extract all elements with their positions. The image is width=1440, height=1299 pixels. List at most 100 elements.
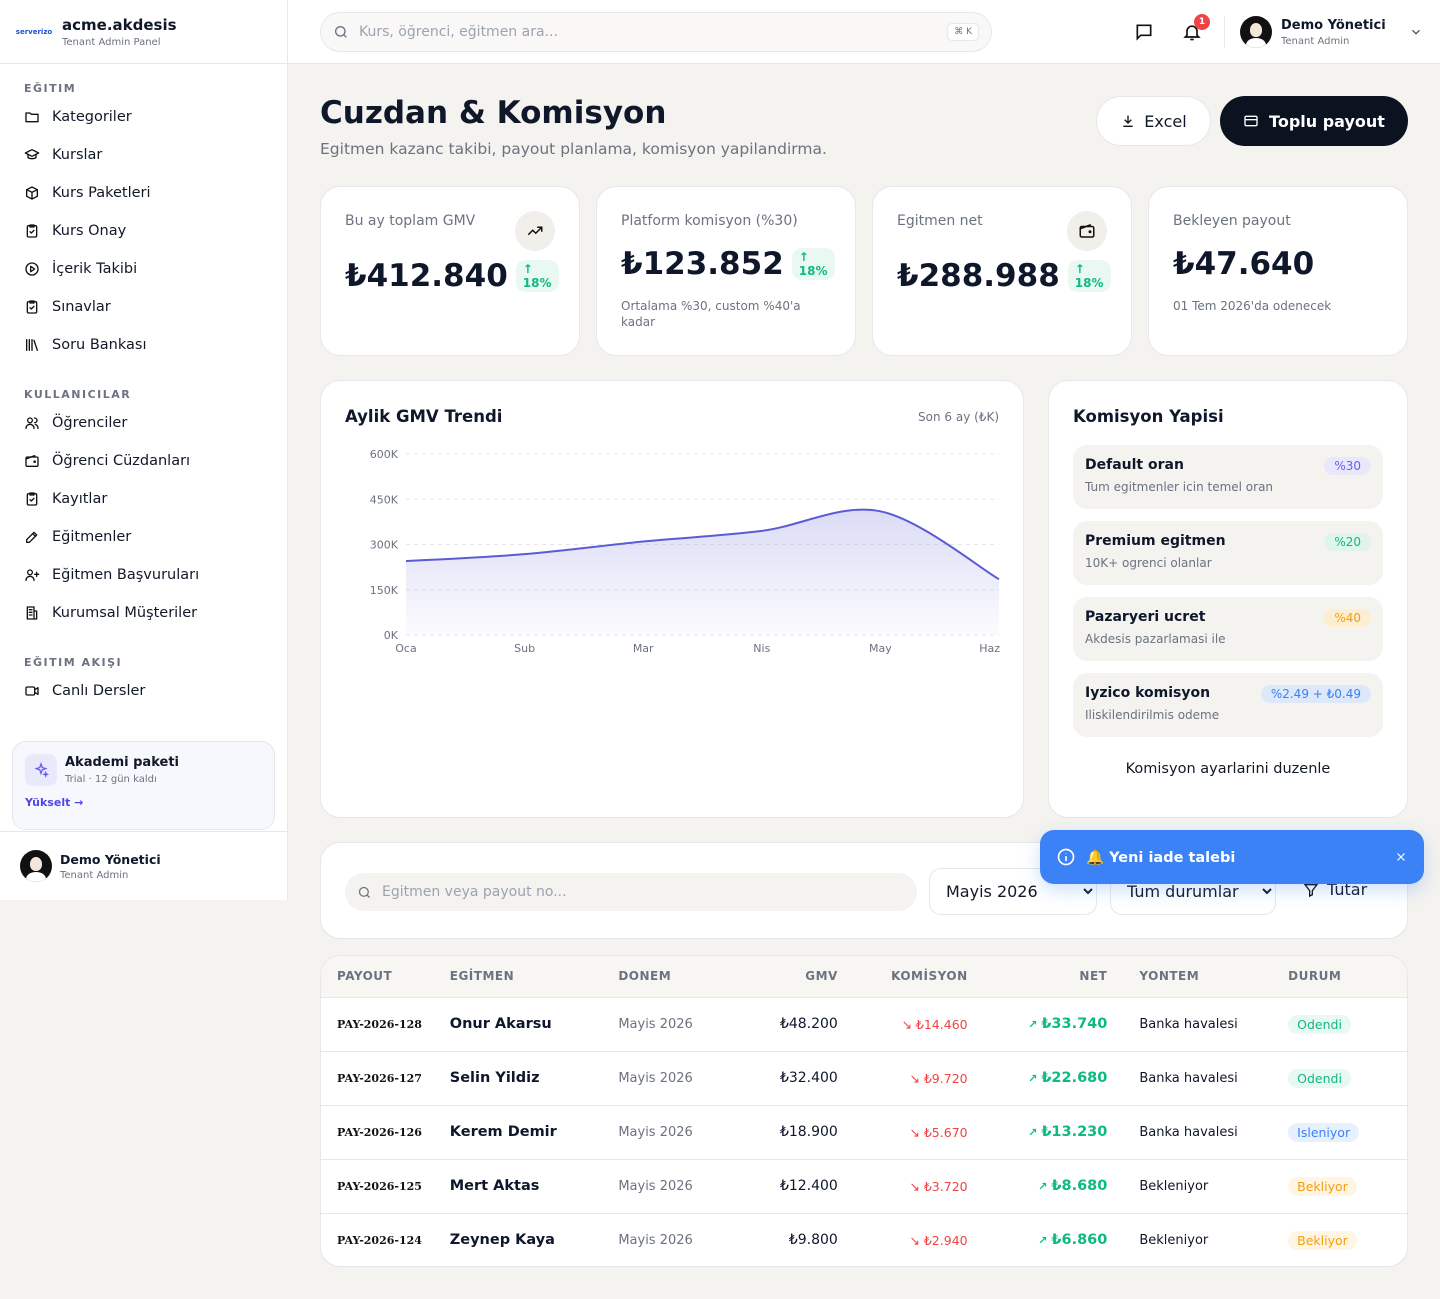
table-row[interactable]: PAY-2026-127 Selin Yildiz Mayis 2026 ₺32… [321, 1051, 1407, 1106]
arrow-up-right-icon: ↗ [1038, 1180, 1048, 1193]
col-header-payout[interactable]: PAYOUT [321, 956, 450, 998]
user-menu[interactable]: Demo Yönetici Tenant Admin [1240, 16, 1423, 48]
brand[interactable]: serverizo acme.akdesis Tenant Admin Pane… [0, 0, 287, 64]
payout-id: PAY-2026-126 [321, 1105, 450, 1160]
col-header-net[interactable]: NET [967, 956, 1108, 998]
net-amount: ↗ ₺22.680 [967, 1051, 1108, 1106]
col-header-gmv[interactable]: GMV [728, 956, 838, 998]
commission-rate-badge: %2.49 + ₺0.49 [1260, 685, 1371, 703]
arrow-up-right-icon: ↗ [1028, 1072, 1038, 1085]
search-icon [335, 26, 347, 38]
chart-subtitle: Son 6 ay (₺K) [918, 410, 999, 424]
upgrade-link[interactable]: Yükselt → [25, 796, 84, 809]
sidebar-item-kategoriler[interactable]: Kategoriler [24, 98, 263, 136]
payment-method: Banka havalesi [1107, 997, 1261, 1052]
excel-label: Excel [1144, 111, 1187, 131]
sidebar: serverizo acme.akdesis Tenant Admin Pane… [0, 0, 288, 900]
kurslar-icon [24, 149, 40, 160]
commission-item-default-oran[interactable]: Default oran Tum egitmenler icin temel o… [1073, 445, 1383, 509]
commission-amount: ↘ ₺14.460 [837, 997, 968, 1052]
payout-id: PAY-2026-128 [321, 997, 450, 1052]
commission-item-premium-egitmen[interactable]: Premium egitmen 10K+ ogrenci olanlar %20 [1073, 521, 1383, 585]
table-row[interactable]: PAY-2026-128 Onur Akarsu Mayis 2026 ₺48.… [321, 997, 1407, 1052]
upgrade-title: Akademi paketi [65, 755, 179, 770]
table-row[interactable]: PAY-2026-126 Kerem Demir Mayis 2026 ₺18.… [321, 1105, 1407, 1160]
sidebar-item-label: Canlı Dersler [52, 683, 146, 699]
net-amount: ↗ ₺13.230 [967, 1105, 1108, 1160]
chevron-down-icon [1411, 29, 1420, 35]
sidebar-item-label: Eğitmenler [52, 529, 132, 545]
sidebar-item-sinavlar[interactable]: Sınavlar [24, 288, 263, 326]
table-row[interactable]: PAY-2026-124 Zeynep Kaya Mayis 2026 ₺9.8… [321, 1213, 1407, 1266]
sidebar-item-soru-bankasi[interactable]: Soru Bankası [24, 326, 263, 364]
search-shortcut: ⌘ K [947, 23, 979, 41]
commission-name: Pazaryeri ucret [1085, 609, 1206, 625]
sidebar-item-kurs-paketleri[interactable]: Kurs Paketleri [24, 174, 263, 212]
credit-card-icon [1244, 115, 1258, 127]
payout-search-input[interactable] [382, 884, 905, 900]
excel-export-button[interactable]: Excel [1096, 96, 1211, 146]
stat-label: Egitmen net [897, 213, 983, 229]
gmv-trend-card: 0K 150K 300K 450K 600K Oca Sub Mar Nis May Haz Ayl… [320, 380, 1024, 818]
sinavlar-icon [26, 300, 38, 314]
y-tick-label: 300K [370, 539, 399, 552]
amount-filter-button[interactable]: Tutar [1303, 880, 1367, 899]
brand-subtitle: Tenant Admin Panel [62, 36, 161, 48]
bulk-payout-button[interactable]: Toplu payout [1220, 96, 1408, 146]
commission-title: Komisyon Yapisi [1073, 407, 1224, 426]
status-badge: Bekliyor [1288, 1176, 1357, 1196]
soru-bankasi-icon [26, 339, 38, 351]
table-row[interactable]: PAY-2026-125 Mert Aktas Mayis 2026 ₺12.4… [321, 1159, 1407, 1214]
commission-rate-badge: %30 [1324, 457, 1371, 475]
commission-item-pazaryeri-ucret[interactable]: Pazaryeri ucret Akdesis pazarlamasi ile … [1073, 597, 1383, 661]
sidebar-item-icerik-takibi[interactable]: İçerik Takibi [24, 250, 263, 288]
sidebar-item-label: Sınavlar [52, 299, 111, 315]
arrow-down-right-icon: ↘ [909, 1070, 920, 1086]
sidebar-item-label: Kategoriler [52, 109, 132, 125]
payment-method: Banka havalesi [1107, 1105, 1261, 1160]
period: Mayis 2026 [618, 1105, 729, 1160]
stat-value: ₺412.840 [345, 258, 508, 294]
col-header-status[interactable]: DURUM [1260, 956, 1407, 998]
topbar-divider [1224, 16, 1225, 48]
col-header-period[interactable]: DONEM [618, 956, 729, 998]
instructor-name: Selin Yildiz [449, 1051, 619, 1106]
commission-desc: Akdesis pazarlamasi ile [1085, 632, 1226, 646]
sidebar-item-ogrenci-cuzdanlari[interactable]: Öğrenci Cüzdanları [24, 442, 263, 480]
sidebar-nav: EĞITIM Kategoriler Kurslar Kurs Paketler… [0, 82, 287, 710]
payout-table-card: PAYOUT EGİTMEN DONEM GMV KOMİSYON NET YO… [320, 955, 1408, 1267]
upgrade-subtitle: Trial · 12 gün kaldı [65, 774, 157, 785]
sidebar-item-label: Öğrenciler [52, 415, 128, 431]
sidebar-item-ogrenciler[interactable]: Öğrenciler [24, 404, 263, 442]
sidebar-item-egitmenler[interactable]: Eğitmenler [24, 518, 263, 556]
bulk-payout-label: Toplu payout [1269, 111, 1385, 131]
edit-commission-link[interactable]: Komisyon ayarlarini duzenle [1125, 761, 1331, 777]
sidebar-item-kayitlar[interactable]: Kayıtlar [24, 480, 263, 518]
sidebar-item-kurslar[interactable]: Kurslar [24, 136, 263, 174]
amount-filter-label: Tutar [1327, 880, 1368, 899]
gmv-amount: ₺18.900 [728, 1105, 838, 1160]
commission-amount: ↘ ₺9.720 [837, 1051, 968, 1106]
sidebar-user[interactable]: Demo Yönetici Tenant Admin [0, 831, 287, 900]
commission-name: Premium egitmen [1085, 533, 1226, 549]
col-header-commission[interactable]: KOMİSYON [837, 956, 968, 998]
sidebar-item-kurumsal-musteriler[interactable]: Kurumsal Müşteriler [24, 594, 263, 632]
bell-icon[interactable]: 1 [1180, 14, 1210, 44]
brand-logo: serverizo [16, 22, 52, 42]
arrow-up-right-icon: ↗ [1028, 1018, 1038, 1031]
sidebar-item-kurs-onay[interactable]: Kurs Onay [24, 212, 263, 250]
stat-delta: ↑ 18% [791, 248, 835, 280]
col-header-instructor[interactable]: EGİTMEN [449, 956, 619, 998]
nav-heading: EĞITIM [24, 82, 77, 95]
sidebar-item-egitmen-basvurulari[interactable]: Eğitmen Başvuruları [24, 556, 263, 594]
sidebar-item-canli-dersler[interactable]: Canlı Dersler [24, 672, 263, 710]
stat-value: ₺123.852 [621, 246, 784, 282]
commission-item-iyzico-komisyon[interactable]: Iyzico komisyon Iliskilendirilmis odeme … [1073, 673, 1383, 737]
close-icon[interactable] [1394, 850, 1408, 864]
egitmen-basvurulari-icon [25, 569, 40, 581]
messages-icon[interactable] [1132, 20, 1156, 44]
search-input[interactable] [359, 24, 938, 40]
col-header-method[interactable]: YONTEM [1107, 956, 1261, 998]
toast-text: 🔔 Yeni iade talebi [1086, 849, 1236, 866]
instructor-name: Zeynep Kaya [449, 1232, 555, 1249]
